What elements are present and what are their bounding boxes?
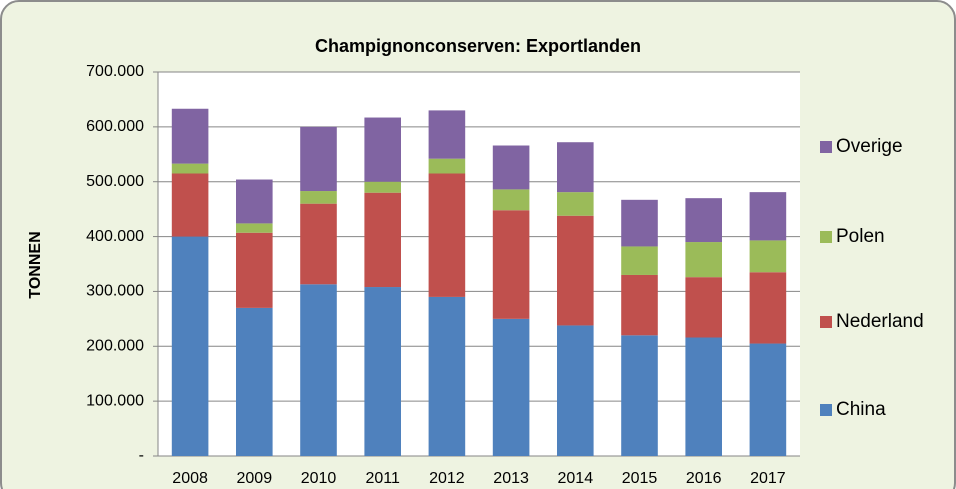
bar-segment <box>557 192 594 216</box>
bar-segment <box>428 158 466 174</box>
bar-segment <box>364 287 401 456</box>
bar-segment <box>236 179 273 224</box>
x-tick-label: 2016 <box>686 470 722 487</box>
chart-title: Champignonconserven: Exportlanden <box>315 36 641 56</box>
bar-segment <box>171 236 209 456</box>
x-tick-label: 2011 <box>365 470 400 487</box>
bar-segment <box>492 145 530 190</box>
legend-swatch <box>820 404 832 416</box>
bar-segment <box>364 117 401 182</box>
y-tick-label: - <box>139 447 144 464</box>
bar-segment <box>171 108 209 164</box>
legend-label: Polen <box>836 226 885 247</box>
legend-swatch <box>820 141 832 153</box>
bar-segment <box>300 284 337 456</box>
x-tick-label: 2014 <box>558 470 594 487</box>
bar-segment <box>171 173 209 237</box>
legend-swatch <box>820 316 832 328</box>
bar-segment <box>428 296 466 456</box>
bar-segment <box>492 318 530 456</box>
x-tick-label: 2009 <box>237 470 273 487</box>
bar-segment <box>621 246 658 275</box>
bar-segment <box>364 181 401 193</box>
legend-label: Nederland <box>836 311 924 332</box>
bar-segment <box>300 126 337 192</box>
bar-segment <box>749 240 787 273</box>
bar-segment <box>492 189 530 211</box>
bar-segment <box>621 274 658 336</box>
y-tick-label: 700.000 <box>86 63 144 80</box>
bar-segment <box>749 192 787 241</box>
bar-segment <box>621 199 658 247</box>
bar-segment <box>428 173 466 297</box>
bar-segment <box>300 191 337 204</box>
bar-segment <box>428 110 466 159</box>
x-tick-label: 2008 <box>172 470 208 487</box>
x-tick-label: 2012 <box>429 470 465 487</box>
x-tick-label: 2017 <box>750 470 786 487</box>
bar-segment <box>557 215 594 326</box>
y-tick-label: 200.000 <box>86 338 144 355</box>
bar-segment <box>557 142 594 193</box>
x-tick-label: 2010 <box>301 470 337 487</box>
bar-segment <box>749 272 787 344</box>
bar-segment <box>300 203 337 285</box>
bar-segment <box>557 325 594 456</box>
bar-segment <box>621 335 658 456</box>
bar-segment <box>171 163 209 174</box>
bar-segment <box>685 337 722 456</box>
y-tick-label: 400.000 <box>86 228 144 245</box>
bar-segment <box>492 210 530 319</box>
y-axis-label: TONNEN <box>27 231 44 298</box>
bar-segment <box>364 192 401 288</box>
y-tick-label: 300.000 <box>86 283 144 300</box>
x-tick-label: 2015 <box>622 470 658 487</box>
bar-segment <box>236 223 273 233</box>
bar-segment <box>685 242 722 278</box>
bar-segment <box>685 198 722 243</box>
legend-label: China <box>836 399 886 420</box>
y-tick-label: 100.000 <box>86 392 144 409</box>
bar-segment <box>749 343 787 456</box>
y-tick-label: 600.000 <box>86 118 144 135</box>
legend-label: Overige <box>836 136 903 157</box>
y-tick-label: 500.000 <box>86 173 144 190</box>
bar-segment <box>236 232 273 308</box>
legend-swatch <box>820 231 832 243</box>
bar-segment <box>685 277 722 338</box>
x-tick-label: 2013 <box>493 470 529 487</box>
bar-segment <box>236 307 273 456</box>
